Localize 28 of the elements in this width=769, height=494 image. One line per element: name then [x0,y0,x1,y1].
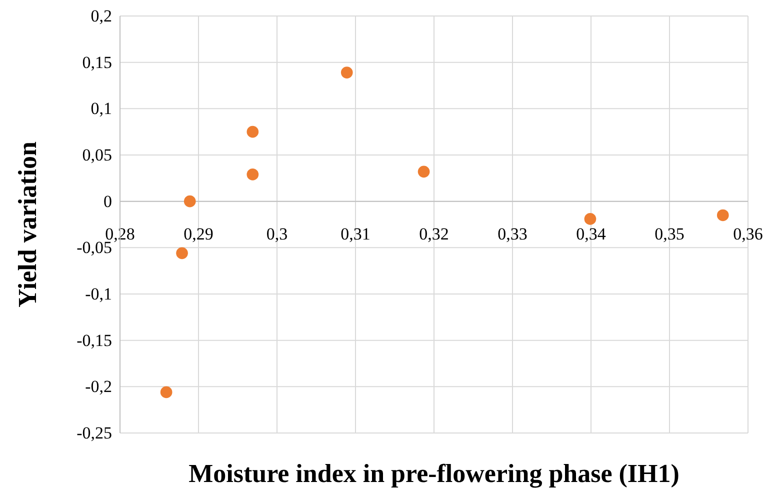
point [716,209,729,222]
x-tick-label: 0,33 [498,224,528,244]
x-tick-label: 0,34 [576,224,606,244]
y-tick-label: -0,2 [85,377,112,396]
y-tick-label: -0,25 [76,423,112,442]
point [418,166,430,178]
y-axis-title: Yield variation [13,141,42,308]
y-tick-label: 0 [104,192,112,211]
point [340,66,353,78]
y-tick-label: -0,15 [76,330,112,350]
point [246,126,259,138]
y-tick-label: 0,05 [82,145,112,164]
x-tick-label: 0,29 [184,224,214,244]
y-tick-label: 0,2 [90,6,112,26]
point [584,213,596,225]
y-tick-label: -0,1 [85,284,112,304]
point [246,168,259,180]
y-tick-label: 0,15 [82,52,112,72]
x-tick-label: 0,3 [266,224,288,244]
x-tick-label: 0,35 [654,224,684,244]
x-tick-label: 0,32 [419,224,449,244]
point [160,386,172,398]
x-axis-title: Moisture index in pre-flowering phase (IH1) [188,459,680,488]
y-tick-label: 0,1 [90,99,112,118]
point [184,195,196,208]
x-tick-label: 0,36 [733,224,763,244]
point [176,247,188,260]
x-tick-label: 0,31 [340,224,370,244]
